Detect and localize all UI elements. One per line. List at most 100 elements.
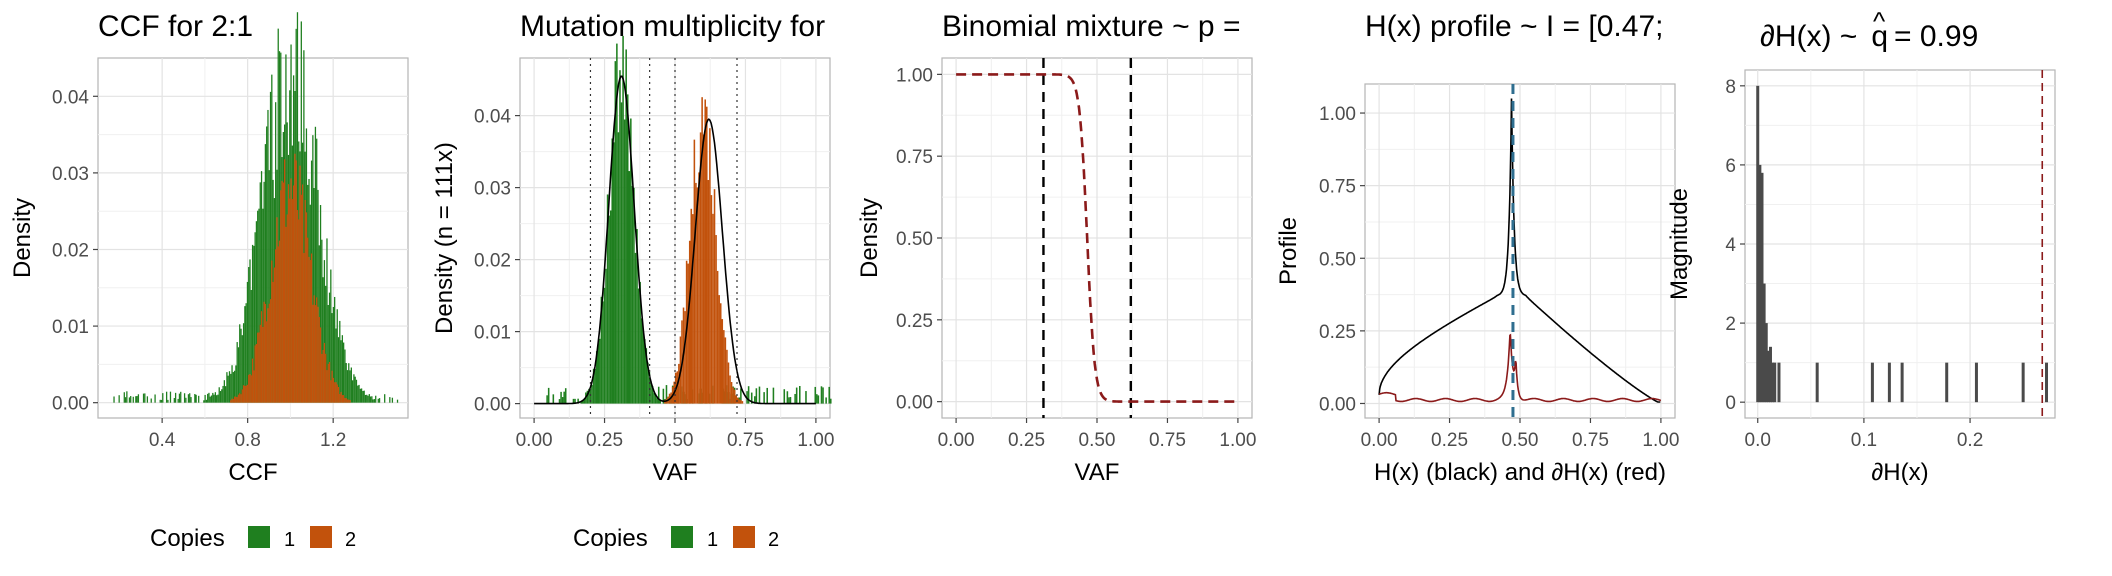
- x-tick-label: 0.25: [586, 430, 623, 451]
- histogram-bar-copies-1: [763, 392, 765, 404]
- h-profile-curve: [1378, 98, 1661, 403]
- histogram-bar-copies-1: [210, 395, 213, 403]
- histogram-bar-copies-1: [645, 348, 648, 404]
- histogram-bar-copies-1: [316, 138, 318, 403]
- histogram-bar-copies-1: [344, 349, 346, 403]
- histogram-bar-copies-1: [185, 397, 187, 403]
- histogram-bar-copies-2: [282, 182, 284, 403]
- histogram-bar-copies-1: [599, 338, 601, 404]
- histogram-bar-copies-1: [124, 397, 127, 403]
- histogram-bar-copies-1: [377, 398, 379, 403]
- grid: [1745, 70, 2055, 418]
- histogram-bar-copies-2: [281, 180, 283, 403]
- histogram-bar-copies-1: [564, 388, 567, 404]
- title-value: = 0.99: [1894, 20, 1978, 53]
- histogram-bar-copies-1: [656, 398, 658, 404]
- histogram-bar-copies-1: [354, 376, 356, 403]
- legend-title: Copies: [150, 525, 225, 552]
- histogram-bar-copies-2: [296, 210, 299, 403]
- histogram-bar-copies-1: [580, 401, 582, 404]
- histogram-bar-copies-2: [698, 172, 700, 404]
- magnitude-bar: [1945, 362, 1949, 403]
- histogram-bar-copies-1: [255, 221, 258, 403]
- histogram-bar-copies-2: [319, 327, 322, 403]
- histogram-bar-copies-2: [276, 217, 278, 403]
- histogram-bar-copies-2: [684, 311, 686, 404]
- histogram-bar-copies-1: [242, 323, 245, 403]
- histogram-bar-copies-1: [758, 386, 761, 404]
- histogram-bar-copies-1: [355, 379, 358, 403]
- histogram-bar-copies-2: [712, 213, 714, 404]
- histogram-bar-copies-2: [264, 303, 267, 403]
- histogram-bar-copies-1: [183, 393, 186, 403]
- histogram-bar-copies-2: [688, 240, 691, 404]
- histogram-bar-copies-1: [167, 399, 169, 403]
- histogram-bar-copies-1: [369, 396, 372, 403]
- histogram-bar-copies-1: [755, 388, 758, 404]
- histogram-bar-copies-1: [271, 74, 273, 403]
- histogram-bar-copies-2: [272, 281, 274, 403]
- histogram-bar-copies-1: [343, 342, 345, 403]
- legend-title: Copies: [573, 525, 648, 552]
- histogram-bar-copies-1: [552, 394, 555, 404]
- histogram-bar-copies-2: [237, 394, 240, 403]
- histogram-bar-copies-2: [271, 260, 273, 403]
- histogram-bar-copies-1: [558, 399, 561, 404]
- x-axis-label: CCF: [228, 459, 277, 486]
- histogram-bar-copies-2: [687, 263, 689, 404]
- histogram-bar-copies-2: [723, 330, 725, 404]
- y-tick-label: 0.50: [1319, 249, 1356, 270]
- plot-area: 0.0 0.1 0.2 0 2 4 6 8: [1725, 70, 2055, 451]
- x-tick-label: 0.2: [1957, 430, 1983, 451]
- histogram-bar-copies-2: [232, 398, 234, 403]
- histogram-bar-copies-2: [287, 184, 290, 403]
- histogram-bar-copies-2: [231, 398, 233, 403]
- histogram-bar-copies-1: [135, 396, 137, 403]
- histogram-bar-copies-1: [162, 393, 164, 403]
- grid: [942, 58, 1252, 418]
- histogram-bar-copies-1: [367, 395, 369, 403]
- histogram-bar-copies-1: [189, 393, 191, 403]
- histogram-bar-copies-1: [209, 396, 211, 403]
- histogram-bar-copies-1: [322, 277, 324, 403]
- histogram-bar-copies-1: [177, 398, 179, 403]
- histogram-bar-copies-2: [706, 106, 708, 404]
- y-tick-label: 0.00: [1319, 394, 1356, 415]
- histogram-bar-copies-2: [341, 395, 344, 403]
- y-axis-label: Density: [856, 198, 883, 278]
- magnitude-bar: [1900, 362, 1904, 403]
- panel-ccf: CCF for 2:1 CCF Density 0.4 0.8 1.2 0.00 0.0…: [9, 10, 409, 486]
- x-tick-label: 0.0: [1745, 430, 1771, 451]
- x-tick-label: 0.25: [1431, 430, 1468, 451]
- magnitude-bar: [1815, 362, 1819, 403]
- histogram-bar-copies-1: [326, 238, 328, 403]
- histogram-bar-copies-2: [258, 332, 260, 403]
- magnitude-bar: [2021, 362, 2025, 403]
- y-tick-label: 2: [1725, 314, 1736, 335]
- histogram-bar-copies-2: [308, 256, 310, 403]
- histogram-bar-copies-2: [345, 397, 347, 403]
- histogram-bar-copies-1: [327, 304, 329, 403]
- grid: [1365, 84, 1675, 418]
- histogram-bar-copies-1: [348, 363, 350, 403]
- histogram-bar-copies-1: [795, 387, 798, 404]
- histogram-bar-copies-2: [250, 375, 252, 403]
- histogram-bar-copies-1: [169, 391, 172, 403]
- histogram-bar-copies-2: [313, 295, 315, 403]
- histogram-bar-copies-2: [335, 382, 337, 403]
- histogram-bar-copies-1: [350, 367, 352, 403]
- histogram-bar-copies-1: [820, 386, 823, 404]
- title-prefix: ∂H(x) ~: [1760, 20, 1857, 53]
- histogram-bar-copies-2: [251, 358, 254, 403]
- histogram-bar-copies-2: [236, 397, 238, 403]
- histogram-bar-copies-2: [726, 349, 728, 404]
- histogram-bar-copies-2: [240, 394, 242, 403]
- histogram-bar-copies-1: [312, 135, 314, 403]
- histogram-bar-copies-2: [337, 386, 340, 403]
- histogram-bar-copies-1: [317, 189, 319, 403]
- histogram-bar-copies-2: [332, 377, 335, 403]
- histogram-bar-copies-2: [269, 299, 272, 403]
- histogram-bar-copies-2: [699, 132, 702, 404]
- histogram-bar-copies-2: [336, 384, 338, 403]
